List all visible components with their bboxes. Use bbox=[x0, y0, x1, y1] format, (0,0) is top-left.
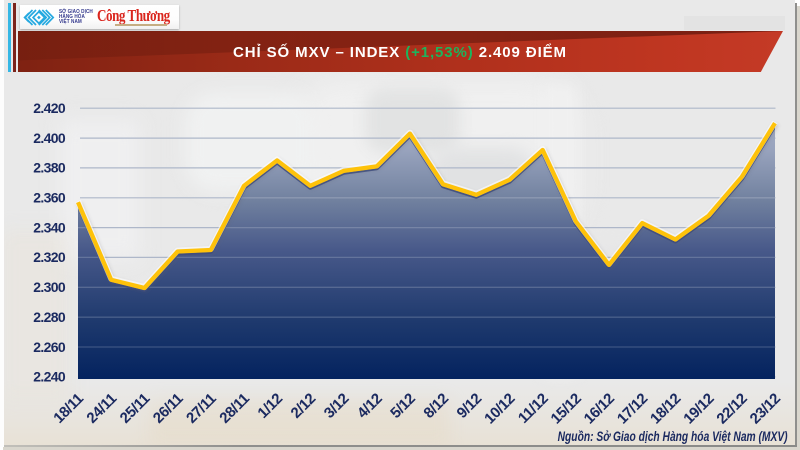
svg-text:18/11: 18/11 bbox=[50, 390, 87, 427]
svg-text:16/12: 16/12 bbox=[581, 390, 618, 427]
svg-text:23/12: 23/12 bbox=[747, 390, 784, 427]
svg-text:2.380: 2.380 bbox=[33, 160, 66, 176]
svg-text:17/12: 17/12 bbox=[614, 390, 651, 427]
svg-text:8/12: 8/12 bbox=[420, 390, 452, 422]
svg-text:10/12: 10/12 bbox=[481, 390, 518, 427]
svg-text:1/12: 1/12 bbox=[254, 390, 286, 422]
svg-text:27/11: 27/11 bbox=[183, 390, 220, 427]
svg-text:3/12: 3/12 bbox=[321, 390, 353, 422]
svg-text:26/11: 26/11 bbox=[150, 390, 187, 427]
svg-text:2.240: 2.240 bbox=[33, 369, 66, 385]
svg-text:5/12: 5/12 bbox=[387, 390, 419, 422]
svg-text:2.400: 2.400 bbox=[33, 130, 66, 146]
svg-text:2.360: 2.360 bbox=[33, 190, 66, 206]
svg-text:22/12: 22/12 bbox=[713, 390, 750, 427]
svg-text:25/11: 25/11 bbox=[117, 390, 154, 427]
svg-text:24/11: 24/11 bbox=[83, 390, 120, 427]
svg-text:28/11: 28/11 bbox=[216, 390, 253, 427]
svg-text:2.280: 2.280 bbox=[33, 309, 66, 325]
svg-text:19/12: 19/12 bbox=[680, 390, 717, 427]
svg-text:4/12: 4/12 bbox=[354, 390, 386, 422]
svg-text:18/12: 18/12 bbox=[647, 390, 684, 427]
svg-text:2.260: 2.260 bbox=[33, 339, 66, 355]
svg-text:2.340: 2.340 bbox=[33, 219, 66, 235]
svg-text:2.320: 2.320 bbox=[33, 249, 66, 265]
svg-text:9/12: 9/12 bbox=[454, 390, 486, 422]
svg-text:15/12: 15/12 bbox=[548, 390, 585, 427]
svg-text:2/12: 2/12 bbox=[288, 390, 320, 422]
svg-text:11/12: 11/12 bbox=[515, 390, 552, 427]
svg-text:2.420: 2.420 bbox=[33, 100, 66, 116]
svg-text:2.300: 2.300 bbox=[33, 279, 66, 295]
